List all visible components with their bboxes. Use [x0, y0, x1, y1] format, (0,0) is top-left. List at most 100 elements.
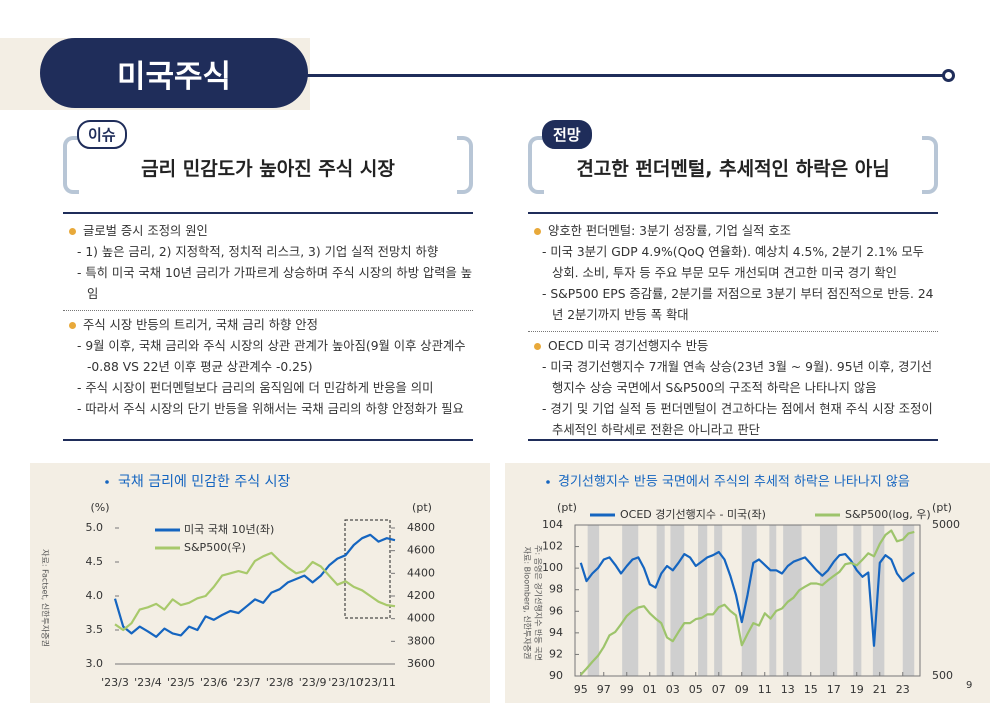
shaded-period — [622, 525, 639, 676]
shaded-period — [853, 525, 862, 676]
source: 자료: Bloomberg, 신한투자증권 — [523, 547, 533, 660]
y2-tick-label: 4000 — [407, 612, 435, 625]
shaded-period — [741, 525, 757, 676]
x-tick-label: '23/9 — [299, 676, 327, 689]
y-tick-label: 92 — [549, 647, 563, 660]
section: 주식 시장 반등의 트리거, 국채 금리 하향 안정 - 9월 이후, 국채 금리… — [63, 310, 473, 422]
bracket — [528, 136, 544, 194]
x-tick-label: '23/10 — [328, 676, 363, 689]
x-tick-label: '23/6 — [200, 676, 228, 689]
chart-title: 경기선행지수 반등 국면에서 주식의 추세적 하락은 나타나지 않음 — [558, 474, 910, 490]
shaded-period — [783, 525, 802, 676]
bracket — [922, 136, 938, 194]
x-tick-label: 95 — [574, 683, 588, 696]
y-tick-label: 94 — [549, 626, 563, 639]
y-tick-label: 3.0 — [86, 657, 104, 670]
y2-tick-label: 4200 — [407, 589, 435, 602]
rule — [528, 439, 938, 441]
x-tick-label: 99 — [620, 683, 634, 696]
y-tick-label: 5.0 — [86, 521, 104, 534]
x-tick-label: 97 — [597, 683, 611, 696]
x-tick-label: 21 — [873, 683, 887, 696]
item: - 9월 이후, 국채 금리와 주식 시장의 상관 관계가 높아짐(9월 이후 … — [77, 339, 466, 374]
x-tick-label: 13 — [781, 683, 795, 696]
y-tick-label: 96 — [549, 604, 563, 617]
y2-tick-label: 3600 — [407, 657, 435, 670]
chart-title: 국채 금리에 민감한 주식 시장 — [118, 474, 290, 490]
series-line — [114, 551, 396, 632]
x-tick-label: 17 — [827, 683, 841, 696]
header-dot — [942, 69, 955, 82]
x-tick-label: '23/5 — [167, 676, 195, 689]
item: - 주식 시장이 펀더멘털보다 금리의 움직임에 더 민감하게 반응을 의미 — [77, 381, 434, 395]
x-tick-label: '23/3 — [101, 676, 129, 689]
header-rule — [300, 74, 945, 77]
item: - 1) 높은 금리, 2) 지정학적, 정치적 리스크, 3) 기업 실적 전… — [77, 245, 439, 259]
x-tick-label: '23/11 — [361, 676, 396, 689]
item: - 특히 미국 국채 10년 금리가 가파르게 상승하며 주식 시장의 하방 압… — [77, 266, 473, 301]
y2-tick-label: 4400 — [407, 566, 435, 579]
legend-label: S&P500(우) — [184, 541, 246, 554]
y-tick-label: 98 — [549, 583, 563, 596]
x-tick-label: 23 — [896, 683, 910, 696]
item: - 경기 및 기업 실적 등 펀더멘털이 견고하다는 점에서 현재 주식 시장 … — [542, 402, 933, 437]
item: - 미국 경기선행지수 7개월 연속 상승(23년 3월 ~ 9월). 95년 … — [542, 360, 933, 395]
y2-tick-label: 4800 — [407, 521, 435, 534]
chart-bg — [30, 463, 490, 703]
source: 자료: Factset, 신한투자증권 — [41, 549, 51, 647]
legend-label: S&P500(log, 우) — [845, 508, 931, 521]
tag: 이슈 — [77, 120, 127, 149]
bracket — [63, 136, 79, 194]
y2-tick-label: 5000 — [932, 518, 960, 531]
page-number: 9 — [966, 680, 973, 691]
bullet: OECD 미국 경기선행지수 반등 — [528, 336, 938, 357]
legend-label: OCED 경기선행지수 - 미국(좌) — [620, 508, 766, 521]
x-tick-label: 11 — [758, 683, 772, 696]
header-title: 미국주식 — [40, 38, 308, 108]
bullet: 양호한 펀더멘털: 3분기 성장률, 기업 실적 호조 — [528, 221, 938, 242]
series-line — [579, 550, 915, 647]
item: - 미국 3분기 GDP 4.9%(QoQ 연율화). 예상치 4.5%, 2분… — [542, 245, 924, 280]
y-tick-label: 102 — [542, 540, 563, 553]
series-line — [579, 529, 915, 676]
note: 주: 음영은 경기선행지수 반등 국면 — [534, 545, 544, 661]
bullet: 글로벌 증시 조정의 원인 — [63, 221, 473, 242]
x-tick-label: '23/7 — [233, 676, 261, 689]
shaded-period — [819, 525, 838, 676]
y-tick-label: 104 — [542, 518, 563, 531]
chart: 국채 금리에 민감한 주식 시장 (%) (pt) 자료: Factset, 신… — [30, 463, 490, 703]
shaded-period — [698, 525, 708, 676]
y-tick-label: 4.5 — [86, 555, 104, 568]
shaded-period — [670, 525, 685, 676]
x-tick-label: '23/4 — [134, 676, 162, 689]
tag: 전망 — [542, 120, 592, 149]
x-tick-label: 19 — [850, 683, 864, 696]
y-unit: (pt) — [557, 501, 577, 514]
y2-unit: (pt) — [932, 501, 952, 514]
shaded-period — [714, 525, 723, 676]
section: 글로벌 증시 조정의 원인 - 1) 높은 금리, 2) 지정학적, 정치적 리스… — [63, 220, 473, 307]
body: 양호한 펀더멘털: 3분기 성장률, 기업 실적 호조 - 미국 3분기 GDP … — [528, 220, 938, 443]
shaded-period — [656, 525, 665, 676]
section: 양호한 펀더멘털: 3분기 성장률, 기업 실적 호조 - 미국 3분기 GDP … — [528, 220, 938, 328]
y2-tick-label: 3800 — [407, 634, 435, 647]
item: - 따라서 주식 시장의 단기 반등을 위해서는 국채 금리의 하향 안정화가 … — [77, 402, 464, 416]
x-tick-label: 05 — [689, 683, 703, 696]
heading: 금리 민감도가 높아진 주식 시장 — [141, 158, 395, 180]
y-unit: (%) — [90, 501, 109, 514]
x-tick-label: 15 — [804, 683, 818, 696]
x-tick-label: '23/8 — [266, 676, 294, 689]
title-dot — [546, 480, 550, 484]
x-tick-label: 07 — [712, 683, 726, 696]
outlook-panel: 전망 견고한 펀더멘털, 추세적인 하락은 아님 양호한 펀더멘털: 3분기 성… — [528, 118, 938, 443]
shaded-period — [902, 525, 915, 676]
x-tick-label: 09 — [735, 683, 749, 696]
plot-frame — [574, 524, 921, 677]
series-line — [113, 533, 396, 638]
highlight-box — [344, 519, 391, 619]
y-tick-label: 3.5 — [86, 623, 104, 636]
legend-label: 미국 국채 10년(좌) — [184, 523, 274, 536]
x-tick-label: 01 — [643, 683, 657, 696]
rule — [528, 212, 938, 214]
x-tick-label: 03 — [666, 683, 680, 696]
